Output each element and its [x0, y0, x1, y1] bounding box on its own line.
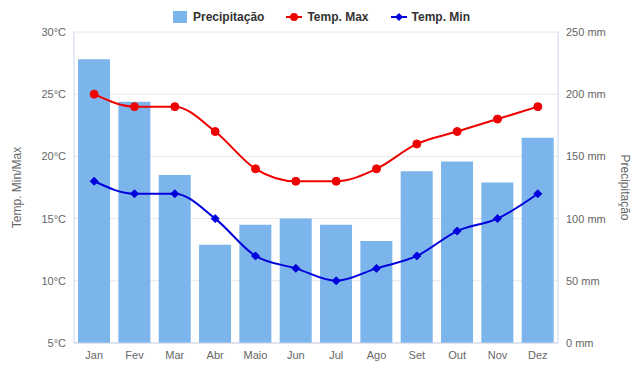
svg-text:150 mm: 150 mm — [566, 150, 606, 162]
svg-text:200 mm: 200 mm — [566, 88, 606, 100]
svg-text:0 mm: 0 mm — [566, 337, 594, 349]
svg-text:25°C: 25°C — [41, 88, 66, 100]
svg-text:Fev: Fev — [125, 349, 144, 361]
svg-text:5°C: 5°C — [48, 337, 67, 349]
svg-text:Nov: Nov — [488, 349, 508, 361]
svg-text:10°C: 10°C — [41, 275, 66, 287]
svg-text:Jun: Jun — [287, 349, 305, 361]
svg-text:Precipitação: Precipitação — [618, 154, 632, 220]
svg-text:Temp. Min/Max: Temp. Min/Max — [10, 147, 24, 228]
svg-text:Maio: Maio — [244, 349, 268, 361]
svg-text:Out: Out — [448, 349, 466, 361]
html-text:Precipitação: Precipitação — [193, 10, 265, 24]
svg-text:20°C: 20°C — [41, 150, 66, 162]
svg-text:Abr: Abr — [207, 349, 224, 361]
svg-text:Dez: Dez — [528, 349, 548, 361]
svg-text:15°C: 15°C — [41, 213, 66, 225]
svg-text:50 mm: 50 mm — [566, 275, 600, 287]
svg-text:Jan: Jan — [85, 349, 103, 361]
svg-text:100 mm: 100 mm — [566, 213, 606, 225]
svg-text:30°C: 30°C — [41, 26, 66, 38]
svg-text:Jul: Jul — [329, 349, 343, 361]
svg-text:Mar: Mar — [165, 349, 184, 361]
svg-text:250 mm: 250 mm — [566, 26, 606, 38]
html-text:Temp. Max: Temp. Max — [307, 10, 369, 24]
svg-text:Set: Set — [409, 349, 426, 361]
html-text:Temp. Min: Temp. Min — [411, 10, 470, 24]
svg-text:Ago: Ago — [367, 349, 387, 361]
